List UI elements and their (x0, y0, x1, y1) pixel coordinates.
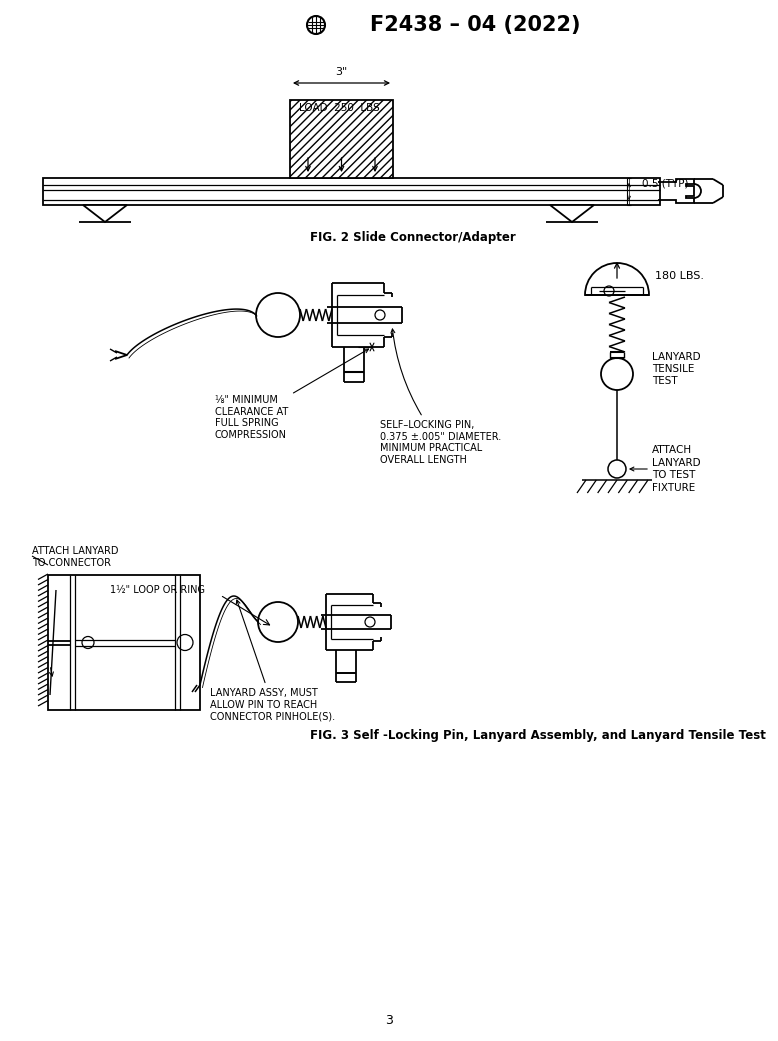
Polygon shape (83, 205, 127, 222)
Text: LOAD  250  LBS.: LOAD 250 LBS. (300, 103, 384, 113)
Text: 3": 3" (335, 67, 348, 77)
Text: FIG. 2 Slide Connector/Adapter: FIG. 2 Slide Connector/Adapter (310, 230, 516, 244)
Circle shape (604, 286, 614, 296)
Circle shape (608, 460, 626, 478)
Text: 3: 3 (385, 1014, 393, 1026)
Circle shape (375, 310, 385, 320)
Text: 0.5 (TYP): 0.5 (TYP) (642, 178, 689, 188)
Circle shape (256, 293, 300, 337)
Text: FIG. 3 Self -Locking Pin, Lanyard Assembly, and Lanyard Tensile Test: FIG. 3 Self -Locking Pin, Lanyard Assemb… (310, 729, 766, 741)
Circle shape (82, 636, 94, 649)
Bar (290, 100, 393, 178)
Circle shape (601, 358, 633, 390)
Bar (48, 575, 200, 710)
Text: LANYARD
TENSILE
TEST: LANYARD TENSILE TEST (652, 352, 701, 386)
Text: ⅛" MINIMUM
CLEARANCE AT
FULL SPRING
COMPRESSION: ⅛" MINIMUM CLEARANCE AT FULL SPRING COMP… (215, 349, 369, 439)
Circle shape (258, 602, 298, 642)
Text: F2438 – 04 (2022): F2438 – 04 (2022) (370, 15, 580, 35)
Wedge shape (585, 263, 649, 295)
Text: 180 LBS.: 180 LBS. (655, 271, 704, 281)
Text: ATTACH LANYARD
TO CONNECTOR: ATTACH LANYARD TO CONNECTOR (32, 545, 118, 568)
Circle shape (177, 635, 193, 651)
Polygon shape (550, 205, 594, 222)
Bar (43, 178, 660, 205)
Text: SELF–LOCKING PIN,
0.375 ±.005" DIAMETER.
MINIMUM PRACTICAL
OVERALL LENGTH: SELF–LOCKING PIN, 0.375 ±.005" DIAMETER.… (380, 329, 501, 464)
Text: LANYARD ASSY, MUST
ALLOW PIN TO REACH
CONNECTOR PINHOLE(S).: LANYARD ASSY, MUST ALLOW PIN TO REACH CO… (210, 600, 335, 721)
Text: ATTACH
LANYARD
TO TEST
FIXTURE: ATTACH LANYARD TO TEST FIXTURE (652, 446, 701, 492)
Circle shape (365, 617, 375, 627)
Text: 1½" LOOP OR RING: 1½" LOOP OR RING (110, 585, 205, 595)
